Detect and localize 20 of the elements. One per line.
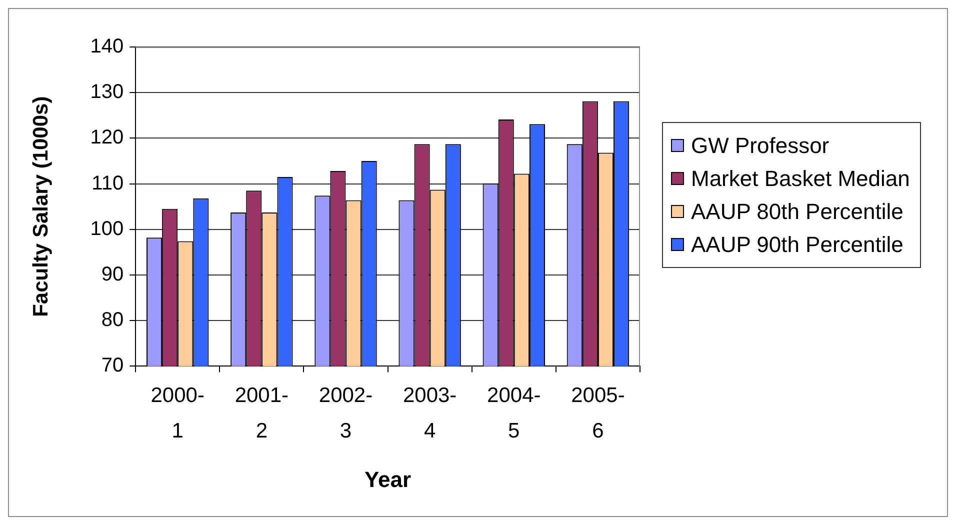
legend-label: Market Basket Median (691, 166, 910, 192)
x-tick-label: 2004-5 (487, 384, 541, 443)
y-axis-title: Faculty Salary (1000s) (29, 96, 52, 317)
x-tick-label: 2005-6 (571, 384, 625, 443)
y-tick-label: 130 (90, 81, 124, 104)
y-tick-label: 70 (101, 354, 124, 377)
y-tick-label: 100 (90, 218, 124, 240)
x-tick-label: 2000-1 (150, 384, 204, 443)
x-tick-label: 2002-3 (318, 384, 373, 443)
legend-label: AAUP 90th Percentile (691, 232, 904, 258)
x-axis-title: Year (364, 466, 412, 492)
legend-label: AAUP 80th Percentile (691, 198, 904, 224)
y-tick-label: 110 (92, 172, 124, 194)
x-tick-label: 2003-4 (402, 384, 457, 443)
legend-label: GW Professor (691, 132, 830, 158)
y-tick-label: 120 (90, 126, 124, 149)
y-tick-label: 90 (101, 264, 124, 286)
y-tick-label: 80 (101, 309, 124, 332)
y-tick-label: 140 (90, 36, 124, 58)
x-tick-label: 2001-2 (234, 384, 289, 443)
